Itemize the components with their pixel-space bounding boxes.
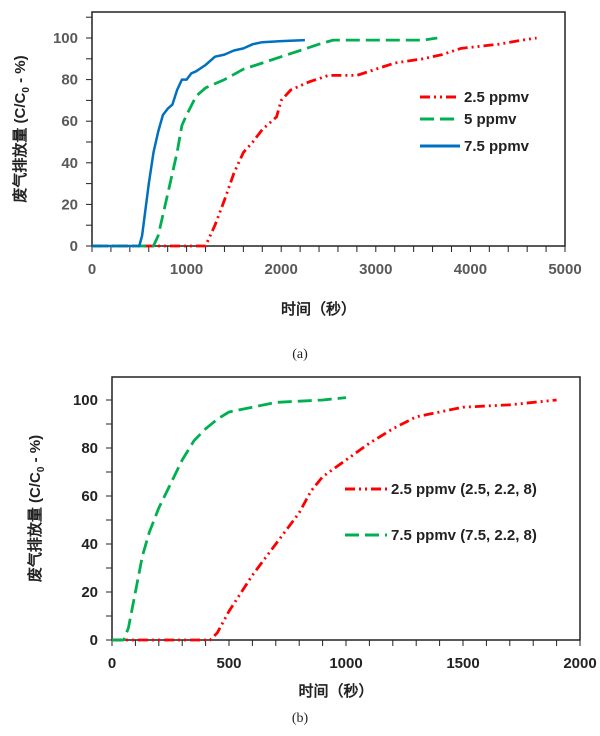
x-axis-label: 时间（秒） (298, 682, 373, 700)
x-tick-label: 2000 (265, 261, 298, 278)
x-tick-label: 0 (108, 655, 116, 672)
figure-caption: (a) (292, 347, 308, 362)
y-tick-label: 80 (81, 440, 98, 457)
x-tick-label: 3000 (359, 261, 392, 278)
chart-b: 0 500 1000 1500 2000 0 20 40 60 80 100 时间（秒） 废气排放量 (… (26, 376, 597, 726)
plot-frame (111, 376, 581, 641)
y-tick-label: 40 (61, 155, 78, 172)
x-tick-label: 1000 (329, 655, 362, 672)
x-tick-label: 4000 (454, 261, 487, 278)
y-label-subscript: 0 (36, 466, 47, 472)
y-tick-label: 60 (81, 488, 98, 505)
series-line-7.5-ppmv (92, 38, 305, 248)
x-axis-label: 时间（秒） (281, 300, 356, 318)
y-tick-label: 100 (53, 30, 78, 47)
x-tick-label: 0 (88, 261, 96, 278)
chart-a: 0 1000 2000 3000 4000 5000 0 20 40 60 80 100 时间（秒） 废气… (11, 11, 582, 362)
y-label-tail: - %) (27, 435, 44, 467)
legend-label: 2.5 ppmv (2.5, 2.2, 8) (391, 481, 537, 498)
y-label-main: 废气排放量 (C/C (26, 472, 44, 582)
x-tick-label: 1000 (170, 261, 203, 278)
y-label-tail: - %) (12, 55, 29, 87)
y-label-subscript: 0 (21, 87, 32, 93)
y-tick-label: 100 (73, 392, 98, 409)
x-tick-label: 1500 (446, 655, 479, 672)
y-tick-label: 20 (81, 584, 98, 601)
y-axis-label: 废气排放量 (C/C0 - %) (26, 435, 47, 582)
y-label-main: 废气排放量 (C/C (11, 92, 29, 202)
legend-label: 5 ppmv (464, 111, 517, 128)
y-tick-label: 40 (81, 536, 98, 553)
y-tick-label: 60 (61, 113, 78, 130)
y-tick-label: 20 (61, 196, 78, 213)
plot-frame (91, 11, 566, 247)
legend-label: 2.5 ppmv (464, 89, 530, 106)
series-line-2.5-ppmv (112, 398, 557, 642)
y-axis-label: 废气排放量 (C/C0 - %) (11, 55, 32, 202)
x-tick-label: 5000 (548, 261, 581, 278)
series-line-5-ppmv (92, 36, 438, 248)
y-tick-label: 0 (70, 238, 78, 255)
y-tick-label: 0 (90, 632, 98, 649)
legend-label: 7.5 ppmv (464, 138, 530, 155)
series-line-7.5-ppmv (112, 396, 347, 642)
x-tick-label: 500 (216, 655, 241, 672)
series-line-2.5-ppmv (92, 36, 537, 248)
legend-label: 7.5 ppmv (7.5, 2.2, 8) (391, 527, 537, 544)
figure-caption: (b) (292, 711, 309, 726)
x-tick-label: 2000 (563, 655, 596, 672)
y-tick-label: 80 (61, 72, 78, 89)
